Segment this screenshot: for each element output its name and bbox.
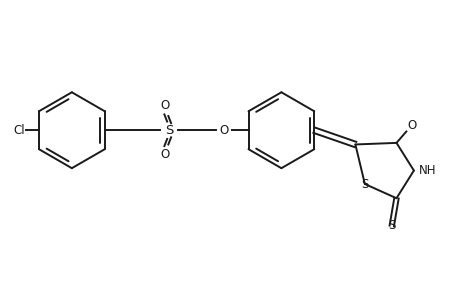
Text: O: O	[406, 119, 415, 132]
Text: Cl: Cl	[13, 124, 25, 137]
Text: S: S	[165, 124, 173, 137]
Text: O: O	[218, 124, 228, 137]
Text: S: S	[360, 178, 368, 190]
Text: O: O	[160, 148, 169, 161]
Text: NH: NH	[418, 164, 435, 177]
Text: O: O	[160, 99, 169, 112]
Text: S: S	[387, 219, 395, 232]
